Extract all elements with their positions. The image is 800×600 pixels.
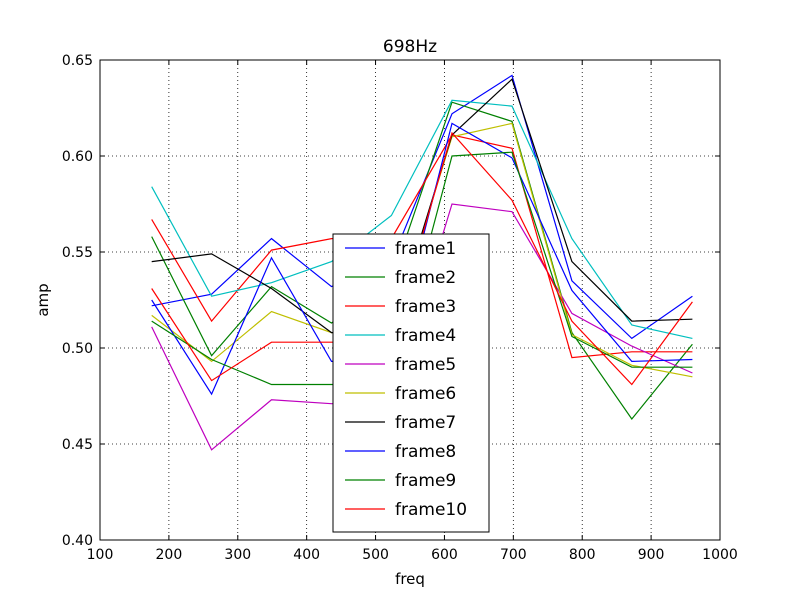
legend-label: frame8 (395, 442, 456, 462)
y-tick-label: 0.55 (62, 245, 93, 261)
x-tick-label: 400 (293, 547, 320, 563)
x-tick-label: 600 (431, 547, 458, 563)
x-tick-label: 1000 (702, 547, 738, 563)
y-tick-label: 0.40 (62, 533, 93, 549)
legend-box (332, 233, 490, 533)
y-tick-label: 0.60 (62, 149, 93, 165)
series-line-frame3 (151, 134, 693, 359)
y-tick-label: 0.65 (62, 53, 93, 69)
legend: frame1 frame2 frame3 frame4 frame5 frame6 fram… (332, 233, 490, 533)
series-line-frame2 (151, 101, 693, 420)
legend-label: frame3 (395, 297, 456, 317)
x-tick-label: 200 (156, 547, 183, 563)
chart-title: 698Hz (383, 37, 437, 57)
axis-ticks: 100 200 300 400 500 600 700 800 900 1000 0.40 0.45 0… (62, 53, 738, 563)
x-tick-label: 900 (638, 547, 665, 563)
x-axis-label: freq (395, 570, 425, 588)
x-tick-label: 500 (362, 547, 389, 563)
legend-label: frame6 (395, 384, 456, 404)
legend-label: frame5 (395, 355, 456, 375)
y-tick-label: 0.45 (62, 437, 93, 453)
legend-label: frame10 (395, 500, 467, 520)
legend-label: frame7 (395, 413, 456, 433)
legend-label: frame9 (395, 471, 456, 491)
y-axis-label: amp (34, 283, 52, 316)
x-tick-label: 300 (224, 547, 251, 563)
legend-label: frame1 (395, 239, 456, 259)
series-line-frame4 (151, 99, 693, 339)
plot-frame (99, 59, 721, 541)
x-tick-label: 100 (87, 547, 114, 563)
x-tick-label: 700 (500, 547, 527, 563)
legend-label: frame2 (395, 268, 456, 288)
x-tick-label: 800 (569, 547, 596, 563)
legend-label: frame4 (395, 326, 456, 346)
y-tick-label: 0.50 (62, 341, 93, 357)
